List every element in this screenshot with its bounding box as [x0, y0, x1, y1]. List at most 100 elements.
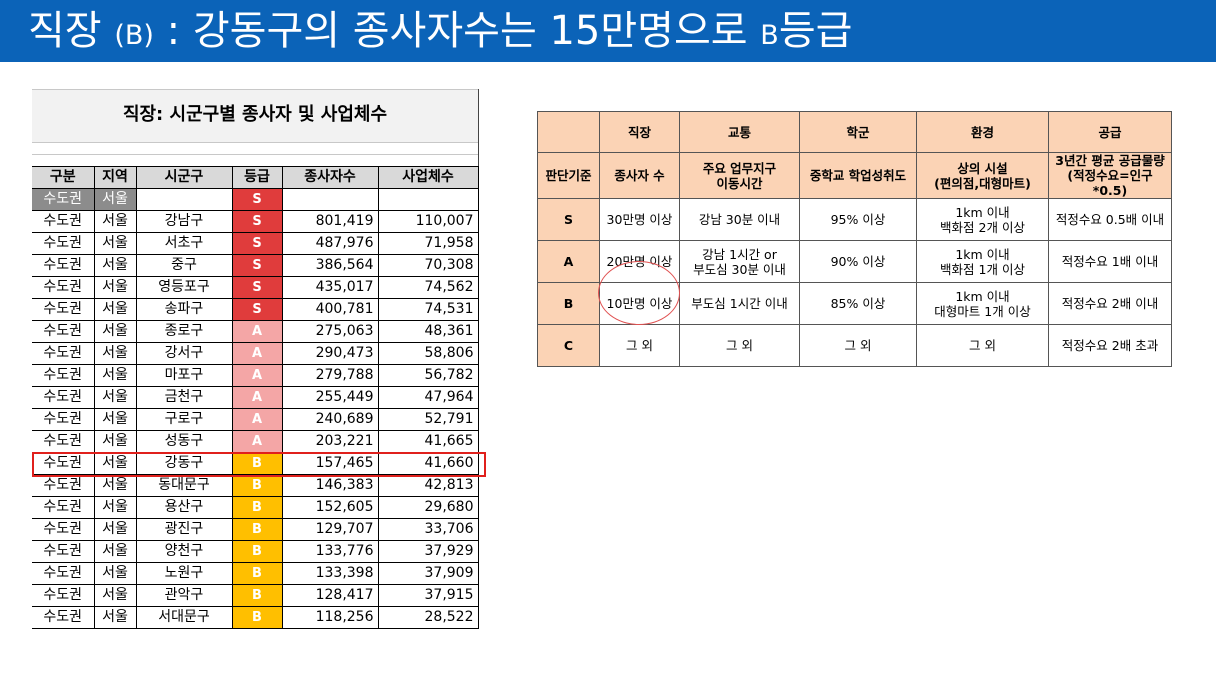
category-cell: 수도권: [32, 474, 95, 497]
businesses-cell: 56,782: [378, 364, 479, 387]
divider: [32, 142, 479, 143]
workers-cell: 152,605: [282, 496, 379, 519]
district-cell: 동대문구: [136, 474, 233, 497]
cell: 수도권: [32, 188, 95, 211]
table-row: 수도권 서울 노원구 B 133,398 37,909: [32, 562, 479, 585]
criteria-subheader: 중학교 학업성취도: [799, 152, 917, 199]
criteria-subheader: 판단기준: [537, 152, 600, 199]
businesses-cell: 37,909: [378, 562, 479, 585]
businesses-cell: 74,562: [378, 276, 479, 299]
col-header: 종사자수: [282, 166, 379, 189]
criteria-school: 85% 이상: [799, 282, 917, 325]
table-row: 수도권 서울 서대문구 B 118,256 28,522: [32, 606, 479, 629]
criteria-col-header: 공급: [1048, 111, 1172, 153]
criteria-grade: S: [537, 198, 600, 241]
col-header: 시군구: [136, 166, 233, 189]
criteria-traffic: 강남 1시간 or 부도심 30분 이내: [679, 240, 800, 283]
businesses-cell: 41,660: [378, 452, 479, 475]
table-row: 수도권 서울 영등포구 S 435,017 74,562: [32, 276, 479, 299]
category-cell: 수도권: [32, 320, 95, 343]
workers-cell: 240,689: [282, 408, 379, 431]
divider: [478, 89, 479, 625]
businesses-cell: 42,813: [378, 474, 479, 497]
businesses-cell: 48,361: [378, 320, 479, 343]
region-cell: 서울: [94, 584, 137, 607]
category-cell: 수도권: [32, 408, 95, 431]
divider: [32, 154, 479, 155]
cell: [136, 188, 233, 211]
workers-cell: 487,976: [282, 232, 379, 255]
table-row: 수도권 서울 강서구 A 290,473 58,806: [32, 342, 479, 365]
cell: [282, 188, 379, 211]
district-cell: 관악구: [136, 584, 233, 607]
workers-cell: 801,419: [282, 210, 379, 233]
slide-header: 직장 (B) : 강동구의 종사자수는 15만명으로 B등급: [0, 0, 1216, 62]
region-cell: 서울: [94, 474, 137, 497]
criteria-table: 직장 교통 학군 환경 공급 판단기준 종사자 수 주요 업무지구 이동시간 중학교 학…: [537, 111, 1172, 367]
col-header: 지역: [94, 166, 137, 189]
region-cell: 서울: [94, 518, 137, 541]
district-cell: 서초구: [136, 232, 233, 255]
district-cell: 종로구: [136, 320, 233, 343]
table-row: 수도권 서울 용산구 B 152,605 29,680: [32, 496, 479, 519]
table-header-row: 구분 지역 시군구 등급 종사자수 사업체수: [32, 166, 479, 189]
businesses-cell: 110,007: [378, 210, 479, 233]
workers-cell: 129,707: [282, 518, 379, 541]
table-row: 수도권 서울 동대문구 B 146,383 42,813: [32, 474, 479, 497]
category-cell: 수도권: [32, 452, 95, 475]
businesses-cell: 47,964: [378, 386, 479, 409]
district-cell: 서대문구: [136, 606, 233, 629]
criteria-corner: [537, 111, 600, 153]
region-cell: 서울: [94, 562, 137, 585]
grade-badge: A: [232, 408, 283, 431]
grade-badge: B: [232, 562, 283, 585]
table-row: 수도권 서울 금천구 A 255,449 47,964: [32, 386, 479, 409]
criteria-traffic: 그 외: [679, 324, 800, 367]
region-cell: 서울: [94, 430, 137, 453]
district-cell: 양천구: [136, 540, 233, 563]
district-cell: 송파구: [136, 298, 233, 321]
workers-cell: 255,449: [282, 386, 379, 409]
criteria-job: 30만명 이상: [599, 198, 680, 241]
highlight-circle-b-job: [598, 261, 680, 325]
region-cell: 서울: [94, 452, 137, 475]
table-row: 수도권 서울 양천구 B 133,776 37,929: [32, 540, 479, 563]
category-cell: 수도권: [32, 562, 95, 585]
district-cell: 금천구: [136, 386, 233, 409]
workers-cell: 435,017: [282, 276, 379, 299]
table-row: 수도권 서울 종로구 A 275,063 48,361: [32, 320, 479, 343]
table-row: 수도권 서울 서초구 S 487,976 71,958: [32, 232, 479, 255]
highlight-box-gangdong: [32, 452, 486, 477]
workers-table: 구분 지역 시군구 등급 종사자수 사업체수 수도권 서울 S 수도권 서울 강남구…: [32, 166, 479, 629]
criteria-env: 1km 이내 백화점 2개 이상: [916, 198, 1049, 241]
region-cell: 서울: [94, 254, 137, 277]
criteria-col-header: 환경: [916, 111, 1049, 153]
district-cell: 광진구: [136, 518, 233, 541]
criteria-col-header: 학군: [799, 111, 917, 153]
table-row: 수도권 서울 송파구 S 400,781 74,531: [32, 298, 479, 321]
region-cell: 서울: [94, 320, 137, 343]
criteria-row: S 30만명 이상 강남 30분 이내 95% 이상 1km 이내 백화점 2개 이상 적정…: [537, 198, 1172, 241]
region-cell: 서울: [94, 298, 137, 321]
region-cell: 서울: [94, 210, 137, 233]
criteria-grade: A: [537, 240, 600, 283]
region-cell: 서울: [94, 364, 137, 387]
businesses-cell: 70,308: [378, 254, 479, 277]
category-cell: 수도권: [32, 254, 95, 277]
grade-badge: B: [232, 474, 283, 497]
grade-badge: A: [232, 320, 283, 343]
criteria-env: 1km 이내 대형마트 1개 이상: [916, 282, 1049, 325]
grade-badge: B: [232, 606, 283, 629]
region-cell: 서울: [94, 540, 137, 563]
category-cell: 수도권: [32, 540, 95, 563]
slide-title: 직장 (B) : 강동구의 종사자수는 15만명으로 B등급: [28, 8, 853, 54]
criteria-supply: 적정수요 2배 이내: [1048, 282, 1172, 325]
businesses-cell: 58,806: [378, 342, 479, 365]
grade-badge: B: [232, 518, 283, 541]
criteria-grade: C: [537, 324, 600, 367]
criteria-header-row: 직장 교통 학군 환경 공급: [537, 111, 1172, 153]
workers-cell: 146,383: [282, 474, 379, 497]
district-cell: 강남구: [136, 210, 233, 233]
region-cell: 서울: [94, 386, 137, 409]
